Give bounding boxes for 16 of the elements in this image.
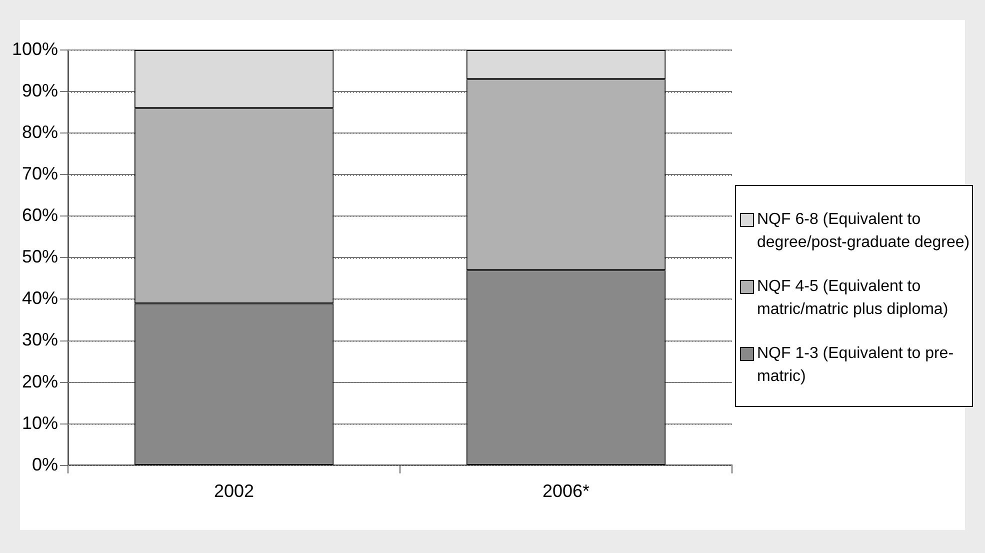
legend-label: NQF 4-5 (Equivalent to matric/matric plus diploma): [757, 277, 950, 320]
x-tick-label: 2006*: [542, 481, 590, 502]
x-tick-label: 2002: [214, 481, 254, 502]
y-tick-label: 10%: [22, 412, 58, 433]
y-tick-label: 20%: [22, 371, 58, 392]
y-tick-label: 70%: [22, 164, 58, 184]
y-tick-label: 30%: [22, 330, 58, 350]
y-tick-label: 90%: [22, 80, 58, 101]
y-tick-label: 100%: [12, 38, 58, 59]
y-tick-label: 60%: [22, 205, 58, 226]
y-tick-label: 0%: [32, 454, 58, 474]
y-tick-label: 80%: [22, 122, 58, 142]
legend-label: NQF 1-3 (Equivalent to pre-matric): [757, 344, 955, 387]
y-tick-label: 40%: [22, 288, 58, 308]
y-tick-label: 50%: [22, 246, 58, 267]
legend-label: NQF 6-8 (Equivalent to degree/post-graduate degree): [757, 210, 971, 253]
